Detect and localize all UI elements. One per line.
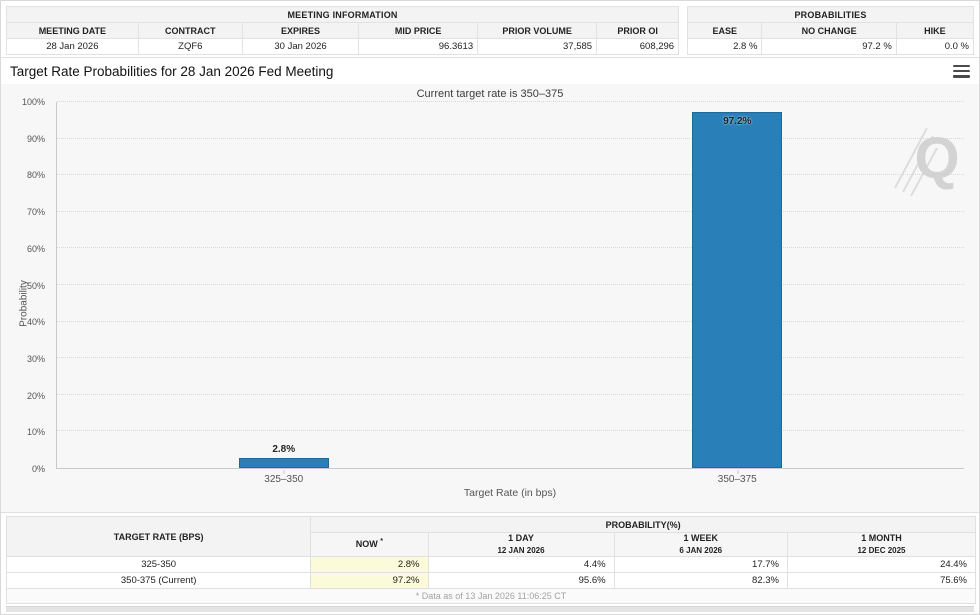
gridline bbox=[57, 320, 964, 322]
one-day-prob-350-375: 95.6% bbox=[427, 572, 615, 589]
bar-value-label: 2.8% bbox=[272, 443, 296, 455]
x-tick-label: 350–375 bbox=[717, 470, 757, 485]
chart-area: Current target rate is 350–375 0% 10% 20% 3… bbox=[1, 84, 979, 512]
bar-value-label: 97.2% bbox=[723, 116, 752, 128]
ease-value: 2.8 % bbox=[687, 38, 763, 55]
gridline bbox=[57, 210, 964, 212]
col-contract: CONTRACT bbox=[137, 22, 243, 39]
probabilities-title: PROBABILITIES bbox=[687, 6, 974, 23]
top-info-section: MEETING INFORMATION MEETING DATE CONTRAC… bbox=[1, 1, 979, 57]
gridline bbox=[57, 174, 964, 176]
gridline bbox=[57, 284, 964, 285]
gridline bbox=[57, 430, 964, 432]
col-hike: HIKE bbox=[895, 22, 975, 39]
y-axis-title: Probability bbox=[18, 280, 30, 327]
y-tick-label: 0% bbox=[31, 464, 45, 474]
y-tick-label: 80% bbox=[26, 170, 45, 181]
probability-history-table: TARGET RATE (BPS) PROBABILITY(%) NOW * 1… bbox=[5, 516, 977, 604]
y-tick-label: 50% bbox=[26, 280, 45, 291]
gridline bbox=[57, 393, 964, 395]
col-no-change: NO CHANGE bbox=[761, 22, 897, 39]
table-row: 325-350 2.8% 4.4% 17.7% 24.4% bbox=[5, 556, 977, 573]
mid-price-value: 96.3613 bbox=[358, 38, 479, 55]
one-day-prob-325-350: 4.4% bbox=[427, 556, 615, 573]
one-week-prob-350-375: 82.3% bbox=[613, 572, 788, 589]
chart-panel: Target Rate Probabilities for 28 Jan 202… bbox=[1, 57, 979, 513]
y-tick-label: 100% bbox=[21, 97, 45, 107]
y-tick-label: 40% bbox=[26, 317, 45, 328]
one-week-prob-325-350: 17.7% bbox=[613, 556, 788, 573]
col-prior-volume: PRIOR VOLUME bbox=[477, 22, 598, 39]
y-axis-labels: 0% 10% 20% 30% 40% 50% 60% 70% 80% 90% 100% bbox=[1, 97, 51, 474]
hike-value: 0.0 % bbox=[895, 38, 975, 55]
now-column-header: NOW * bbox=[310, 532, 429, 557]
contract-value: ZQF6 bbox=[137, 38, 243, 55]
probability-pct-header: PROBABILITY(%) bbox=[310, 516, 976, 533]
col-prior-oi: PRIOR OI bbox=[596, 22, 680, 39]
meeting-info-title: MEETING INFORMATION bbox=[5, 6, 680, 23]
x-axis-title: Target Rate (in bps) bbox=[463, 487, 557, 499]
gridline bbox=[57, 137, 964, 139]
gridline bbox=[57, 247, 964, 249]
prior-oi-value: 608,296 bbox=[596, 38, 680, 55]
y-tick-label: 30% bbox=[26, 353, 45, 364]
one-week-column-header: 1 WEEK 6 JAN 2026 bbox=[613, 532, 788, 557]
x-tick-label: 325–350 bbox=[264, 470, 304, 485]
one-month-column-header: 1 MONTH 12 DEC 2025 bbox=[786, 532, 977, 557]
col-meeting-date: MEETING DATE bbox=[6, 22, 139, 39]
meeting-date-value: 28 Jan 2026 bbox=[6, 38, 139, 55]
y-tick-label: 10% bbox=[26, 427, 45, 438]
y-tick-label: 70% bbox=[26, 207, 45, 218]
bar-350–375[interactable] bbox=[692, 112, 783, 468]
data-as-of-footnote: * Data as of 13 Jan 2026 11:06:25 CT bbox=[6, 588, 976, 604]
y-tick-label: 60% bbox=[26, 243, 45, 254]
chart-titlebar: Target Rate Probabilities for 28 Jan 202… bbox=[1, 58, 979, 84]
bottom-strip bbox=[6, 606, 974, 612]
plot-area: 2.8% 325–350 97.2% 350–375 bbox=[56, 101, 964, 485]
one-day-column-header: 1 DAY 12 JAN 2026 bbox=[427, 532, 615, 557]
gridline bbox=[57, 357, 964, 359]
rate-range-325-350: 325-350 bbox=[5, 556, 312, 573]
now-prob-325-350: 2.8% bbox=[310, 556, 429, 573]
y-tick-label: 90% bbox=[26, 133, 45, 144]
table-row: 350-375 (Current) 97.2% 95.6% 82.3% 75.6… bbox=[5, 572, 977, 589]
now-prob-350-375: 97.2% bbox=[310, 572, 429, 589]
probabilities-table: PROBABILITIES EASE NO CHANGE HIKE 2.8 % … bbox=[687, 6, 975, 55]
one-month-prob-350-375: 75.6% bbox=[786, 572, 977, 589]
prior-volume-value: 37,585 bbox=[477, 38, 598, 55]
bar-325–350[interactable] bbox=[238, 457, 329, 468]
rate-range-350-375: 350-375 (Current) bbox=[5, 572, 312, 589]
expires-value: 30 Jan 2026 bbox=[241, 38, 360, 55]
one-month-prob-325-350: 24.4% bbox=[786, 556, 977, 573]
bottom-table-section: TARGET RATE (BPS) PROBABILITY(%) NOW * 1… bbox=[1, 513, 979, 612]
target-rate-bps-header: TARGET RATE (BPS) bbox=[5, 516, 312, 557]
y-tick-label: 20% bbox=[26, 390, 45, 401]
col-ease: EASE bbox=[687, 22, 763, 39]
col-expires: EXPIRES bbox=[241, 22, 360, 39]
gridline bbox=[57, 101, 964, 102]
hamburger-menu-icon[interactable] bbox=[953, 64, 970, 78]
chart-title: Target Rate Probabilities for 28 Jan 202… bbox=[10, 63, 334, 79]
chart-subtitle: Current target rate is 350–375 bbox=[416, 88, 564, 100]
col-mid-price: MID PRICE bbox=[358, 22, 479, 39]
no-change-value: 97.2 % bbox=[761, 38, 897, 55]
meeting-information-table: MEETING INFORMATION MEETING DATE CONTRAC… bbox=[5, 6, 680, 55]
